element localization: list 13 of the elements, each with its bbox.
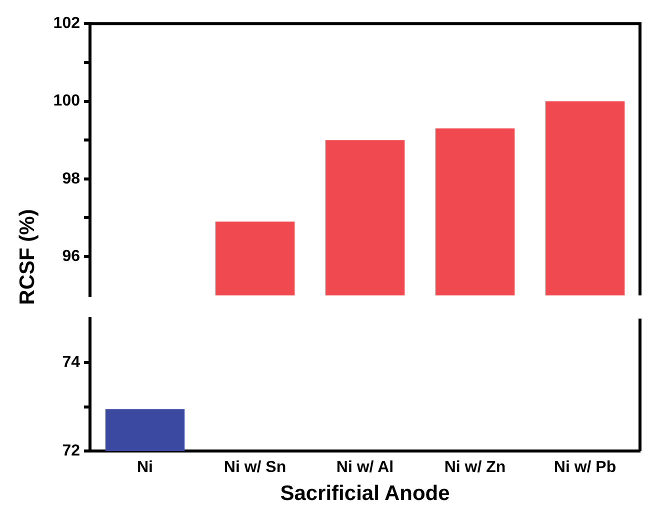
x-axis-title: Sacrificial Anode (279, 482, 451, 506)
y-axis-title: RCSF (%) (16, 208, 40, 307)
y-tick-label: 100 (53, 92, 80, 110)
y-tick-label: 72 (62, 442, 80, 460)
y-tick-label: 96 (62, 248, 80, 265)
y-tick-label: 98 (62, 170, 80, 188)
x-tick-label: Ni w/ Al (336, 459, 394, 476)
x-tick-label: Ni w/ Zn (444, 459, 506, 476)
y-tick-label: 74 (62, 354, 80, 372)
x-tick-label: Ni w/ Sn (224, 459, 286, 476)
x-tick-label: Ni (137, 459, 153, 476)
x-tick-label: Ni w/ Pb (554, 459, 616, 476)
y-tick-label: 102 (53, 15, 80, 32)
